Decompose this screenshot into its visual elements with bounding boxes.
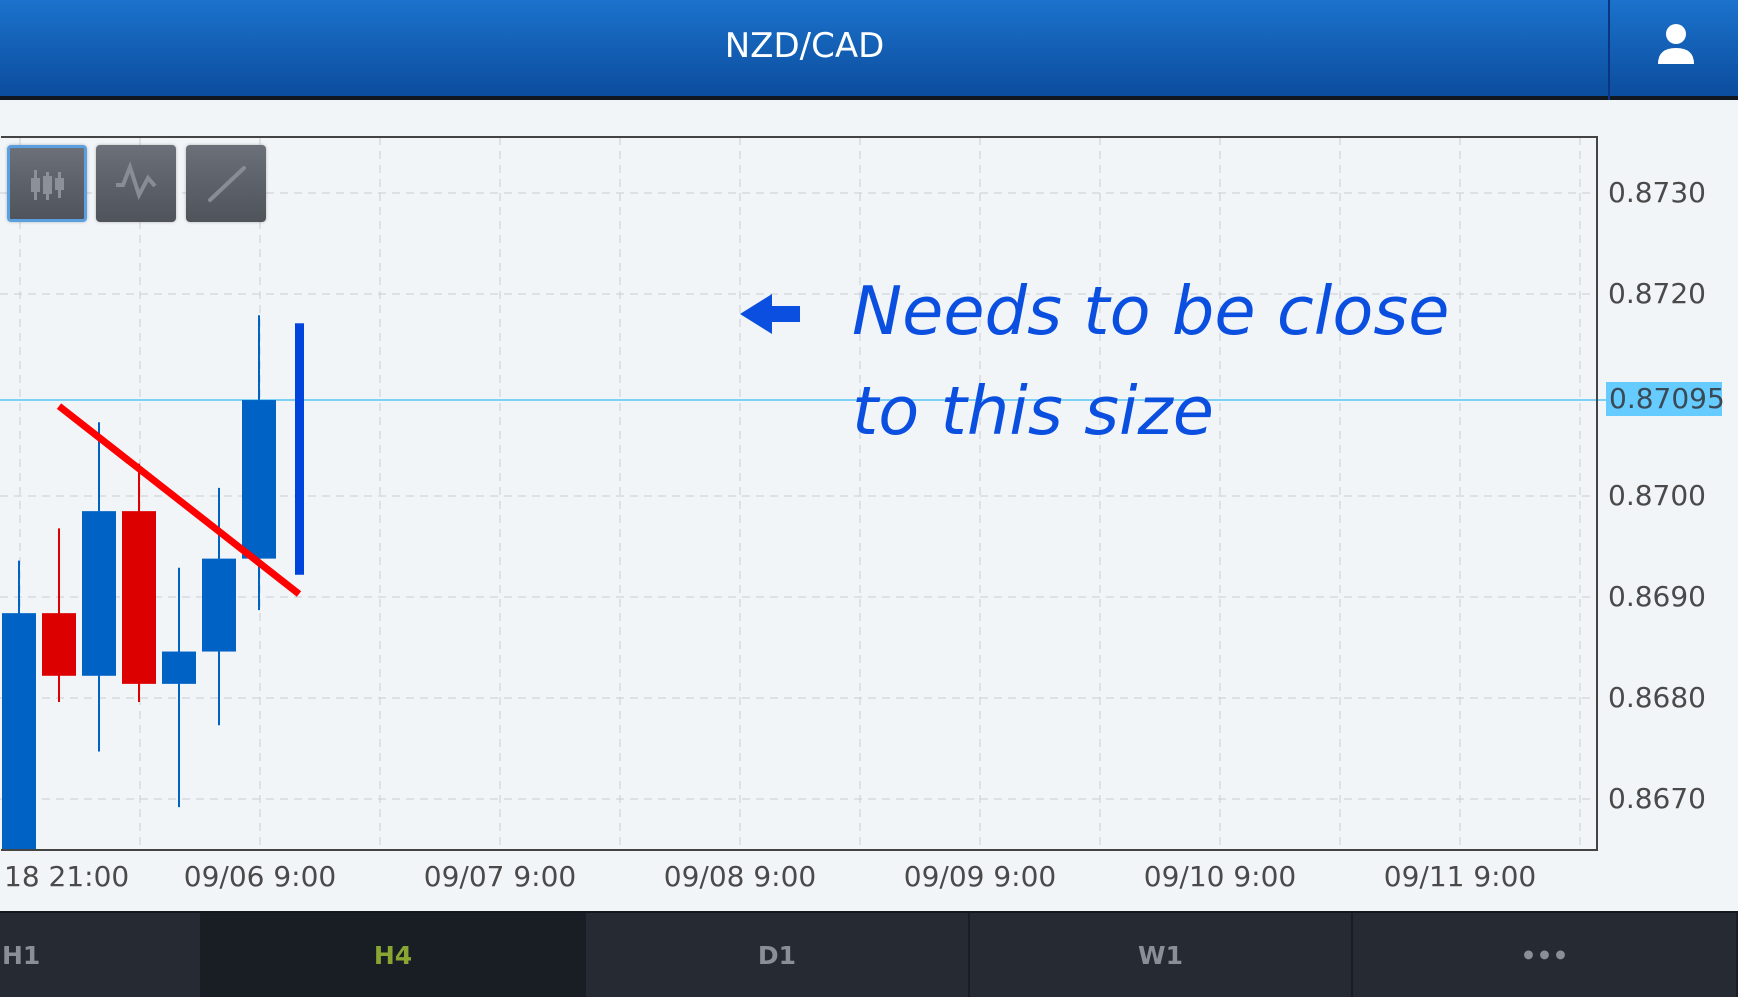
line-chart-icon	[116, 161, 157, 201]
tab-d1[interactable]: D1	[586, 913, 970, 997]
last-price-label: 0.87095	[1606, 382, 1725, 416]
candle-body[interactable]	[2, 613, 36, 850]
current-candle[interactable]	[295, 323, 304, 575]
y-axis-label: 0.8690	[1608, 580, 1706, 613]
tab-h4[interactable]: H4	[202, 913, 586, 997]
y-axis-label: 0.8720	[1608, 277, 1706, 310]
x-axis-label: 18 21:00	[4, 860, 130, 893]
tab-label: D1	[757, 940, 797, 970]
y-axis-label: 0.8680	[1608, 681, 1706, 714]
tab-label: W1	[1138, 940, 1183, 970]
arrow-left-icon	[740, 294, 800, 334]
candle-body[interactable]	[42, 613, 76, 676]
annotation-line-2: to this size	[852, 372, 1215, 450]
candlestick-icon	[31, 170, 64, 200]
candle-body[interactable]	[122, 511, 156, 684]
tab-w1[interactable]: W1	[970, 913, 1353, 997]
y-axis-label: 0.8730	[1608, 176, 1706, 209]
x-axis-label: 09/09 9:00	[903, 860, 1057, 893]
header-bar: NZD/CAD	[0, 0, 1738, 100]
trendline[interactable]	[56, 403, 302, 597]
candle-body[interactable]	[162, 651, 196, 684]
candle-body[interactable]	[202, 558, 236, 652]
tab-label: H1	[2, 940, 41, 970]
candle-body[interactable]	[242, 400, 276, 559]
draw-line-icon	[208, 166, 246, 202]
x-axis-label: 09/08 9:00	[663, 860, 817, 893]
x-axis-label: 09/10 9:00	[1143, 860, 1297, 893]
line-chart-button[interactable]	[96, 145, 176, 222]
candlestick-chart-button[interactable]	[7, 145, 87, 222]
page-title: NZD/CAD	[724, 26, 885, 66]
x-axis-label: 09/07 9:00	[423, 860, 577, 893]
tab-label: H4	[373, 940, 413, 970]
x-axis-label: 09/11 9:00	[1383, 860, 1537, 893]
annotation-line-1: Needs to be close	[852, 272, 1450, 350]
y-axis-label: 0.8670	[1608, 782, 1706, 815]
draw-line-button[interactable]	[186, 145, 266, 222]
y-axis-label: 0.8700	[1608, 479, 1706, 512]
price-chart[interactable]	[0, 0, 1738, 911]
chart-frame	[1, 136, 1598, 851]
tab-h1[interactable]: H1	[0, 913, 202, 997]
tab-more[interactable]: •••	[1353, 913, 1738, 997]
timeframe-tabs: H1 H4 D1 W1 •••	[0, 911, 1738, 997]
header-divider	[1608, 0, 1610, 100]
candle-body[interactable]	[82, 511, 116, 676]
user-icon[interactable]	[1656, 22, 1696, 64]
tab-label: •••	[1520, 940, 1569, 970]
x-axis-label: 09/06 9:00	[183, 860, 337, 893]
